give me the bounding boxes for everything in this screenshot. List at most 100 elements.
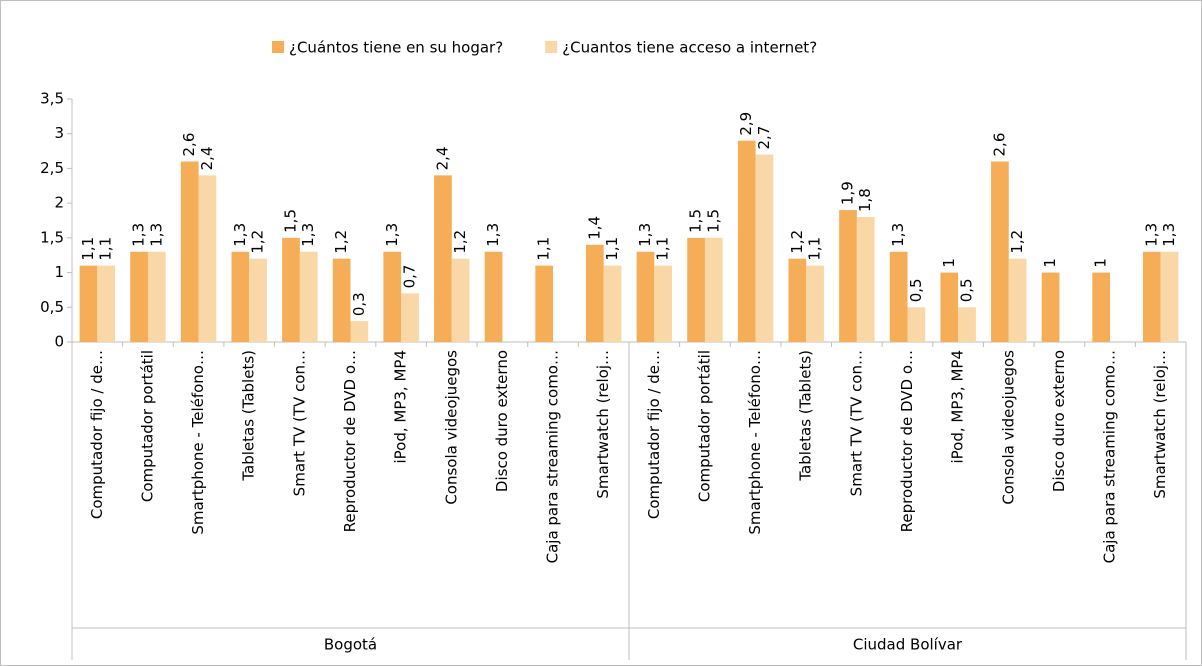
x-tick-label: Smartphone - Teléfono…: [189, 350, 207, 535]
bar: [180, 161, 199, 342]
y-tick-label: 0,5: [40, 298, 64, 316]
y-tick-label: 1: [54, 263, 64, 281]
bar: [451, 258, 470, 342]
x-tick-label: Smartphone - Teléfono…: [746, 350, 764, 535]
legend-label: ¿Cuántos tiene en su hogar?: [289, 39, 503, 57]
data-label: 1: [940, 258, 958, 268]
bar: [350, 321, 369, 342]
bar: [755, 154, 774, 342]
bar: [636, 251, 655, 342]
bar: [434, 175, 452, 342]
bar: [654, 265, 673, 342]
bar: [1041, 272, 1060, 342]
bar: [1008, 258, 1027, 342]
bar: [603, 265, 622, 342]
data-label: 1,8: [856, 188, 874, 212]
data-label: 2,4: [198, 147, 216, 171]
bar: [231, 251, 250, 342]
bar: [737, 140, 756, 342]
bar: [401, 293, 419, 342]
x-tick-label: Disco duro externo: [493, 350, 511, 492]
bar: [147, 251, 166, 342]
data-label: 1,3: [147, 223, 165, 247]
data-label: 1,2: [451, 230, 469, 254]
x-tick-label: Reproductor de DVD o…: [341, 350, 359, 532]
data-label: 1,1: [603, 237, 621, 261]
x-tick-label: Consola videojuegos: [999, 350, 1017, 505]
bar: [484, 251, 503, 342]
bar: [687, 237, 705, 342]
bar: [806, 265, 824, 342]
data-label: 0,3: [350, 292, 368, 316]
data-label: 1,2: [1008, 230, 1026, 254]
x-tick-label: Smart TV (TV con…: [290, 350, 308, 496]
data-label: 0,5: [907, 278, 925, 302]
y-tick-label: 3,5: [40, 90, 64, 108]
x-tick-label: Reproductor de DVD o…: [898, 350, 916, 532]
data-label: 2,7: [755, 126, 773, 150]
bar: [940, 272, 959, 342]
x-tick-label: Caja para streaming como…: [1101, 350, 1119, 563]
data-label: 1,2: [249, 230, 267, 254]
group-label: Ciudad Bolívar: [853, 636, 963, 654]
data-label: 1,3: [383, 223, 401, 247]
y-tick-label: 0: [54, 333, 64, 351]
bar: [889, 251, 908, 342]
data-label: 0,7: [400, 265, 418, 289]
data-label: 1,3: [130, 223, 148, 247]
legend-label: ¿Cuantos tiene acceso a internet?: [562, 39, 817, 57]
data-label: 1,5: [687, 209, 705, 233]
x-tick-label: Disco duro externo: [1050, 350, 1068, 492]
y-tick-label: 3: [54, 124, 64, 142]
data-label: 1: [1092, 258, 1110, 268]
data-label: 2,9: [737, 112, 755, 136]
bar: [958, 307, 976, 342]
x-tick-label: Smartwatch (reloj…: [1151, 350, 1169, 499]
data-label: 1,3: [299, 223, 317, 247]
data-label: 1,3: [1160, 223, 1178, 247]
bar: [1142, 251, 1161, 342]
x-tick-label: Tabletas (Tablets): [240, 350, 258, 482]
x-tick-label: Computador fijo / de…: [88, 350, 106, 519]
legend-swatch: [545, 41, 558, 53]
bar: [535, 265, 554, 342]
data-label: 1,2: [332, 230, 350, 254]
y-tick-label: 2,5: [40, 159, 64, 177]
data-label: 1,2: [788, 230, 806, 254]
bar: [839, 210, 857, 342]
bar: [585, 244, 604, 342]
x-tick-label: Smart TV (TV con…: [847, 350, 865, 496]
bar: [856, 217, 875, 342]
data-label: 1,3: [889, 223, 907, 247]
y-tick-label: 1,5: [40, 228, 64, 246]
data-label: 1,4: [585, 216, 603, 240]
data-label: 1,3: [636, 223, 654, 247]
bar: [332, 258, 351, 342]
x-tick-label: Caja para streaming como…: [544, 350, 562, 563]
x-tick-label: Computador fijo / de…: [645, 350, 663, 519]
x-tick-label: Computador portátil: [138, 350, 156, 502]
data-label: 1,3: [1142, 223, 1160, 247]
x-tick-label: Computador portátil: [695, 350, 713, 502]
data-label: 1,5: [704, 209, 722, 233]
bar: [383, 251, 402, 342]
bar: [249, 258, 267, 342]
bar: [282, 237, 300, 342]
data-label: 0,5: [957, 278, 975, 302]
bar: [788, 258, 807, 342]
bar: [1160, 251, 1179, 342]
bar: [299, 251, 318, 342]
data-label: 1,3: [484, 223, 502, 247]
data-label: 1,1: [654, 237, 672, 261]
data-label: 1,1: [535, 237, 553, 261]
bar: [79, 265, 98, 342]
data-label: 1,5: [282, 209, 300, 233]
x-tick-label: Smartwatch (reloj…: [594, 350, 612, 499]
y-tick-label: 2: [54, 194, 64, 212]
data-label: 2,4: [433, 147, 451, 171]
x-tick-label: iPod, MP3, MP4: [392, 350, 410, 464]
bar: [97, 265, 116, 342]
group-label: Bogotá: [324, 636, 377, 654]
data-label: 2,6: [180, 133, 198, 157]
